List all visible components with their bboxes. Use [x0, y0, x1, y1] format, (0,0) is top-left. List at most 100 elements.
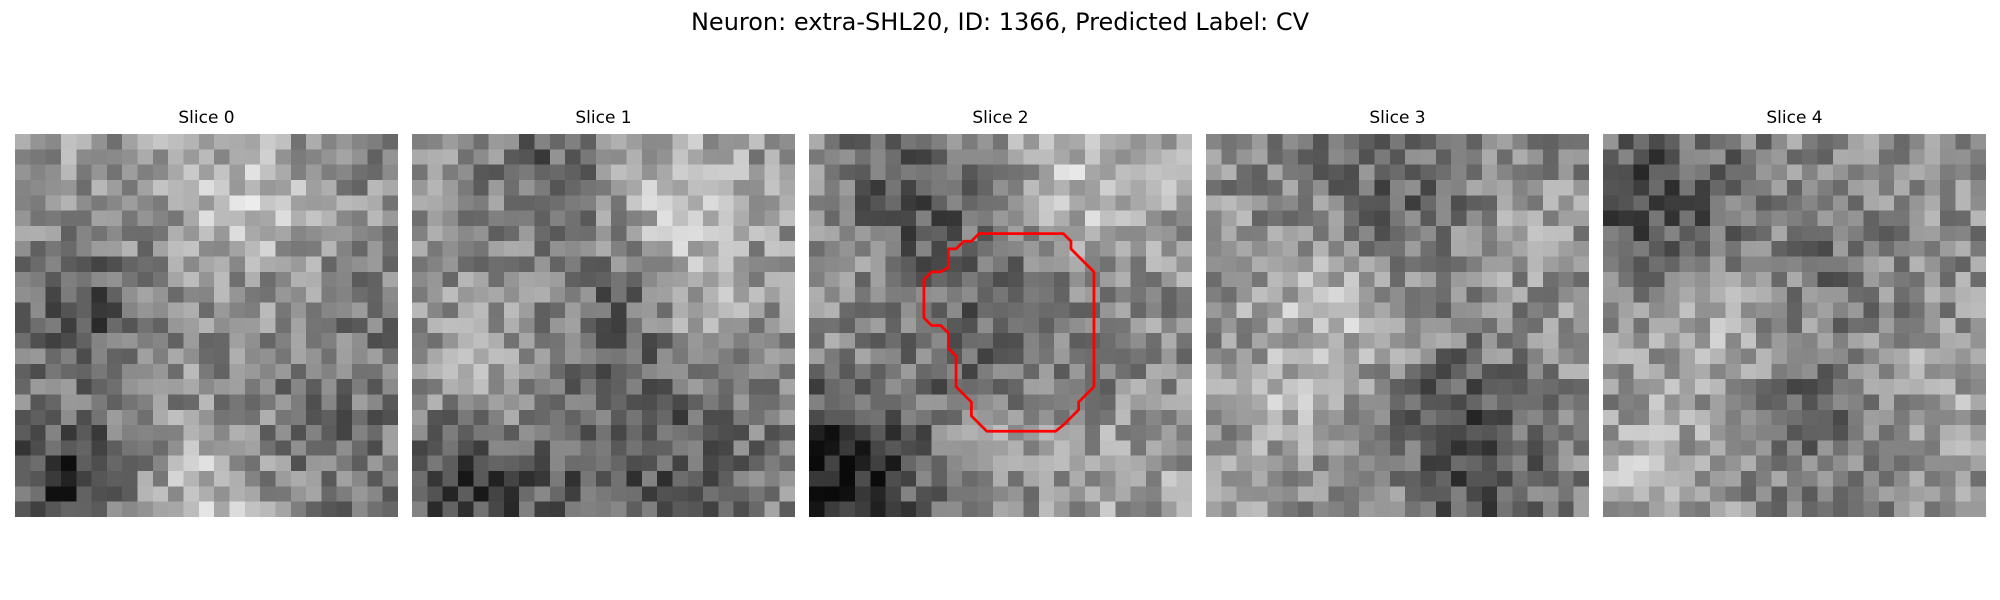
pixel [1420, 333, 1436, 349]
pixel [1970, 333, 1986, 349]
pixel [1466, 256, 1482, 272]
pixel [657, 501, 673, 517]
pixel [503, 379, 520, 395]
pixel [1115, 471, 1131, 487]
pixel [1451, 425, 1467, 441]
pixel [885, 363, 901, 380]
pixel [764, 317, 780, 334]
pixel [15, 348, 31, 364]
pixel [1008, 149, 1024, 165]
pixel [1924, 348, 1941, 364]
pixel [457, 394, 474, 410]
pixel [687, 348, 704, 364]
pixel [946, 425, 963, 441]
pixel [1573, 317, 1589, 334]
pixel [1236, 440, 1252, 456]
pixel [992, 195, 1009, 211]
pixel [91, 425, 107, 441]
pixel [1909, 440, 1925, 456]
pixel [1251, 287, 1268, 303]
pixel [764, 425, 780, 441]
pixel [916, 134, 932, 150]
pixel [1603, 195, 1619, 211]
pixel [565, 210, 581, 226]
pixel [718, 333, 734, 349]
pixel [977, 302, 993, 318]
pixel [503, 210, 520, 226]
pixel [1955, 379, 1971, 395]
pixel [565, 440, 581, 456]
pixel [519, 287, 535, 303]
pixel [1420, 363, 1436, 380]
pixel [1176, 425, 1192, 441]
pixel [931, 471, 947, 487]
pixel [1909, 287, 1925, 303]
pixel [885, 287, 901, 303]
pixel [382, 501, 398, 517]
pixel [122, 333, 138, 349]
pixel [1756, 317, 1772, 334]
pixel [809, 256, 825, 272]
pixel [198, 256, 215, 272]
pixel [1618, 225, 1634, 242]
pixel [1389, 455, 1406, 472]
pixel [595, 501, 612, 517]
pixel [442, 241, 458, 257]
pixel [1405, 317, 1421, 334]
pixel [1603, 348, 1619, 364]
pixel [1100, 287, 1116, 303]
pixel [885, 455, 901, 472]
pixel [1848, 271, 1864, 288]
pixel [1940, 271, 1956, 288]
pixel [854, 363, 871, 380]
pixel [672, 271, 688, 288]
pixel [718, 394, 734, 410]
pixel [1909, 241, 1925, 257]
pixel [503, 471, 520, 487]
pixel [229, 333, 245, 349]
pixel [1909, 486, 1925, 502]
pixel [1863, 317, 1879, 334]
pixel [1054, 317, 1070, 334]
pixel [1267, 271, 1283, 288]
pixel [1543, 425, 1559, 441]
pixel [275, 363, 291, 380]
pixel [45, 287, 61, 303]
pixel [1786, 317, 1803, 334]
pixel [183, 333, 199, 349]
pixel [106, 271, 123, 288]
pixel [718, 471, 734, 487]
pixel [336, 241, 353, 257]
pixel [733, 455, 750, 472]
slice-panel-1: Slice 1 [412, 107, 795, 517]
pixel [1282, 256, 1298, 272]
pixel [824, 271, 840, 288]
pixel [122, 317, 138, 334]
pixel [1084, 271, 1101, 288]
pixel [764, 333, 780, 349]
pixel [1343, 348, 1360, 364]
pixel [214, 179, 230, 196]
pixel [1694, 256, 1711, 272]
pixel [1740, 195, 1757, 211]
pixel [1618, 455, 1634, 472]
pixel [290, 179, 307, 196]
pixel [641, 440, 658, 456]
pixel [1161, 271, 1177, 288]
pixel [1343, 455, 1360, 472]
pixel [1374, 379, 1390, 395]
pixel [749, 225, 765, 242]
pixel [779, 409, 795, 426]
pixel [137, 271, 153, 288]
pixel [1328, 409, 1344, 426]
pixel [1894, 333, 1910, 349]
pixel [626, 409, 642, 426]
pixel [198, 471, 215, 487]
pixel [1603, 425, 1619, 441]
pixel [672, 440, 688, 456]
pixel [290, 317, 307, 334]
pixel [336, 179, 353, 196]
pixel [1725, 348, 1741, 364]
pixel [1970, 241, 1986, 257]
pixel [60, 287, 77, 303]
